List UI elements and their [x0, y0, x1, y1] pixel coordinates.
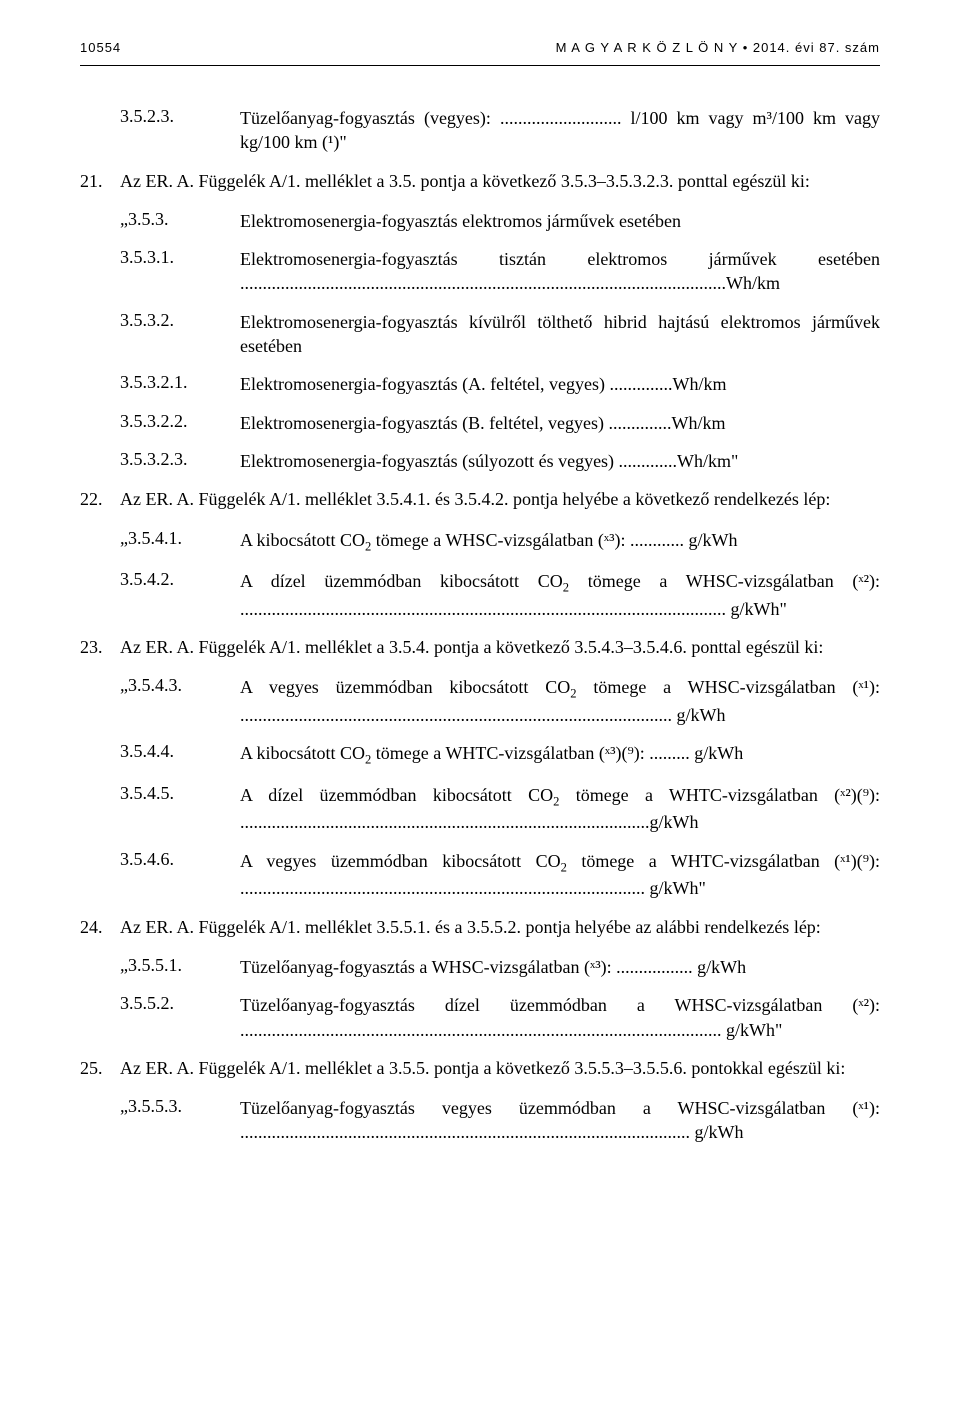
item-text: A kibocsátott CO2 tömege a WHSC-vizsgála… [240, 528, 880, 556]
item-text: Tüzelőanyag-fogyasztás (vegyes): .......… [240, 106, 880, 155]
item-3-5-4-1: „3.5.4.1. A kibocsátott CO2 tömege a WHS… [80, 528, 880, 556]
item-text: A dízel üzemmódban kibocsátott CO2 tömeg… [240, 569, 880, 621]
text-pre: A kibocsátott CO [240, 530, 365, 550]
text-post: tömege a WHSC-vizsgálatban (ˣ³): .......… [371, 530, 737, 550]
item-number: „3.5.4.3. [120, 675, 240, 727]
item-3-5-4-2: 3.5.4.2. A dízel üzemmódban kibocsátott … [80, 569, 880, 621]
section-text: Az ER. A. Függelék A/1. melléklet a 3.5.… [120, 169, 880, 193]
item-3-5-3-2-3: 3.5.3.2.3. Elektromosenergia-fogyasztás … [80, 449, 880, 473]
item-number: 3.5.3.1. [120, 247, 240, 296]
item-3-5-4-5: 3.5.4.5. A dízel üzemmódban kibocsátott … [80, 783, 880, 835]
section-number: 22. [80, 487, 120, 511]
text-pre: A kibocsátott CO [240, 743, 365, 763]
text-pre: A vegyes üzemmódban kibocsátott CO [240, 677, 570, 697]
header-underline [80, 65, 880, 66]
text-pre: A vegyes üzemmódban kibocsátott CO [240, 851, 561, 871]
item-number: 3.5.3.2.3. [120, 449, 240, 473]
item-number: 3.5.4.4. [120, 741, 240, 769]
item-number: 3.5.4.2. [120, 569, 240, 621]
item-text: Elektromosenergia-fogyasztás (súlyozott … [240, 449, 880, 473]
item-3-5-5-3: „3.5.5.3. Tüzelőanyag-fogyasztás vegyes … [80, 1096, 880, 1145]
item-text: Elektromosenergia-fogyasztás (B. feltéte… [240, 411, 880, 435]
item-3-5-4-3: „3.5.4.3. A vegyes üzemmódban kibocsátot… [80, 675, 880, 727]
text-pre: A dízel üzemmódban kibocsátott CO [240, 785, 553, 805]
item-3-5-4-6: 3.5.4.6. A vegyes üzemmódban kibocsátott… [80, 849, 880, 901]
section-25-intro: 25. Az ER. A. Függelék A/1. melléklet a … [80, 1056, 880, 1080]
section-text: Az ER. A. Függelék A/1. melléklet a 3.5.… [120, 1056, 880, 1080]
item-number: „3.5.5.1. [120, 955, 240, 979]
section-23-intro: 23. Az ER. A. Függelék A/1. melléklet a … [80, 635, 880, 659]
page-number: 10554 [80, 40, 121, 55]
item-3-5-3-2-2: 3.5.3.2.2. Elektromosenergia-fogyasztás … [80, 411, 880, 435]
text-post: tömege a WHTC-vizsgálatban (ˣ³)(⁹): ....… [371, 743, 743, 763]
item-number: 3.5.4.6. [120, 849, 240, 901]
item-text: A kibocsátott CO2 tömege a WHTC-vizsgála… [240, 741, 880, 769]
item-text: Tüzelőanyag-fogyasztás vegyes üzemmódban… [240, 1096, 880, 1145]
item-text: Tüzelőanyag-fogyasztás a WHSC-vizsgálatb… [240, 955, 880, 979]
item-3-5-3-2: 3.5.3.2. Elektromosenergia-fogyasztás kí… [80, 310, 880, 359]
item-number: „3.5.3. [120, 209, 240, 233]
text-pre: A dízel üzemmódban kibocsátott CO [240, 571, 563, 591]
item-3-5-5-1: „3.5.5.1. Tüzelőanyag-fogyasztás a WHSC-… [80, 955, 880, 979]
section-text: Az ER. A. Függelék A/1. melléklet 3.5.5.… [120, 915, 880, 939]
item-number: 3.5.3.2.2. [120, 411, 240, 435]
item-number: „3.5.4.1. [120, 528, 240, 556]
section-text: Az ER. A. Függelék A/1. melléklet 3.5.4.… [120, 487, 880, 511]
item-number: 3.5.5.2. [120, 993, 240, 1042]
item-text: Elektromosenergia-fogyasztás tisztán ele… [240, 247, 880, 296]
section-text: Az ER. A. Függelék A/1. melléklet a 3.5.… [120, 635, 880, 659]
item-3-5-3-1: 3.5.3.1. Elektromosenergia-fogyasztás ti… [80, 247, 880, 296]
item-3-5-4-4: 3.5.4.4. A kibocsátott CO2 tömege a WHTC… [80, 741, 880, 769]
section-number: 24. [80, 915, 120, 939]
item-number: 3.5.4.5. [120, 783, 240, 835]
item-3-5-5-2: 3.5.5.2. Tüzelőanyag-fogyasztás dízel üz… [80, 993, 880, 1042]
item-text: Elektromosenergia-fogyasztás elektromos … [240, 209, 880, 233]
item-text: A dízel üzemmódban kibocsátott CO2 tömeg… [240, 783, 880, 835]
section-22-intro: 22. Az ER. A. Függelék A/1. melléklet 3.… [80, 487, 880, 511]
section-number: 21. [80, 169, 120, 193]
item-text: A vegyes üzemmódban kibocsátott CO2 töme… [240, 675, 880, 727]
item-number: 3.5.3.2. [120, 310, 240, 359]
section-number: 25. [80, 1056, 120, 1080]
item-number: „3.5.5.3. [120, 1096, 240, 1145]
page-header: 10554 M A G Y A R K Ö Z L Ö N Y • 2014. … [80, 40, 880, 55]
item-number: 3.5.2.3. [120, 106, 240, 155]
item-3-5-3: „3.5.3. Elektromosenergia-fogyasztás ele… [80, 209, 880, 233]
section-24-intro: 24. Az ER. A. Függelék A/1. melléklet 3.… [80, 915, 880, 939]
publication-title: M A G Y A R K Ö Z L Ö N Y • 2014. évi 87… [556, 40, 880, 55]
item-text: Elektromosenergia-fogyasztás kívülről tö… [240, 310, 880, 359]
item-text: A vegyes üzemmódban kibocsátott CO2 töme… [240, 849, 880, 901]
item-text: Tüzelőanyag-fogyasztás dízel üzemmódban … [240, 993, 880, 1042]
item-3-5-3-2-1: 3.5.3.2.1. Elektromosenergia-fogyasztás … [80, 372, 880, 396]
section-number: 23. [80, 635, 120, 659]
item-number: 3.5.3.2.1. [120, 372, 240, 396]
item-text: Elektromosenergia-fogyasztás (A. feltéte… [240, 372, 880, 396]
page: 10554 M A G Y A R K Ö Z L Ö N Y • 2014. … [0, 0, 960, 1219]
section-21-intro: 21. Az ER. A. Függelék A/1. melléklet a … [80, 169, 880, 193]
item-3-5-2-3: 3.5.2.3. Tüzelőanyag-fogyasztás (vegyes)… [80, 106, 880, 155]
